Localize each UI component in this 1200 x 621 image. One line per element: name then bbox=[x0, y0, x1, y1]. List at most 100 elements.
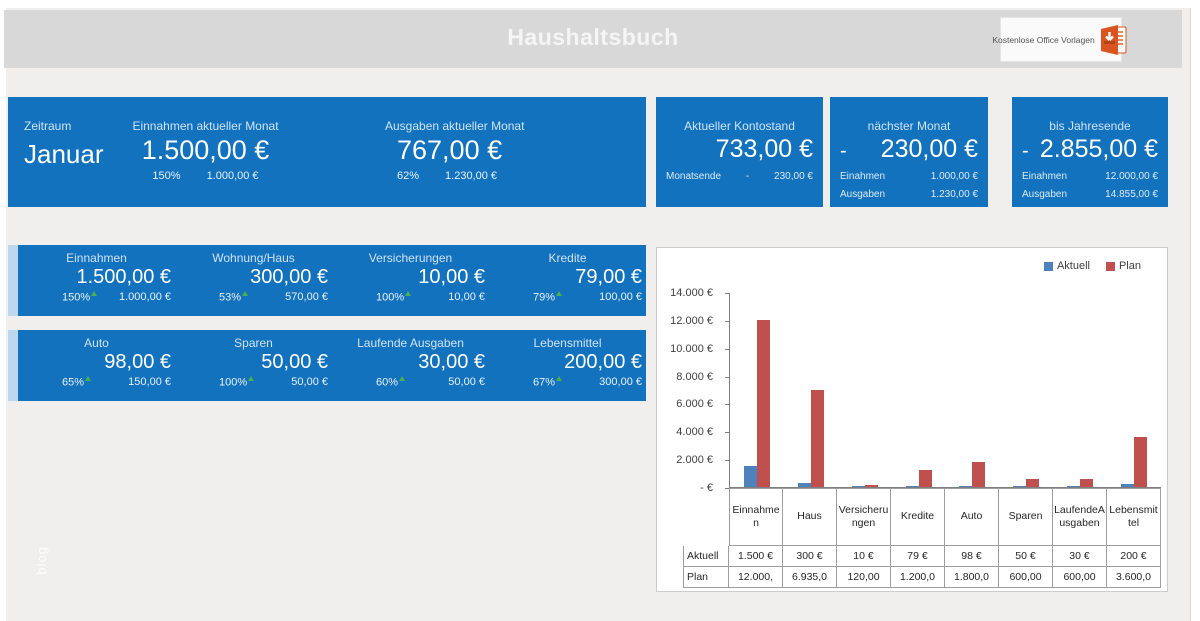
table-cell: 1.500 € bbox=[729, 546, 783, 567]
legend-item-aktuell: Aktuell bbox=[1043, 260, 1090, 272]
ausgaben-monat-value: 767,00 € bbox=[397, 135, 503, 165]
naechster-ausgaben-label: Ausgaben bbox=[840, 189, 886, 200]
bar-aktuell bbox=[905, 485, 919, 487]
table-corner bbox=[683, 488, 729, 546]
kontostand-value: 733,00 € bbox=[715, 135, 813, 163]
ausgaben-monat-plan: 1.230,00 € bbox=[445, 170, 498, 182]
categories-panel-1: Einnahmen 1.500,00 € 150% 1.000,00 € Wohn… bbox=[8, 245, 646, 316]
category-einnahmen: Einnahmen 1.500,00 € 150% 1.000,00 € bbox=[18, 245, 175, 316]
category-label: Versicherungen bbox=[368, 251, 453, 265]
ausgaben-monat-label: Ausgaben aktueller Monat bbox=[385, 119, 525, 133]
category-value: 30,00 € bbox=[418, 351, 485, 373]
y-tick-mark bbox=[725, 376, 729, 378]
category-percent: 100% bbox=[376, 291, 412, 304]
bar-group-sparen bbox=[999, 293, 1053, 487]
header-bar: Haushaltsbuch Kostenlose Office Vorlagen bbox=[4, 10, 1182, 68]
jahresende-ausgaben-value: 14.855,00 € bbox=[1105, 189, 1158, 200]
budget-bar-chart: Aktuell Plan - € 2.000 € 4.000 € 6.000 € 8.0… bbox=[656, 247, 1168, 592]
table-header-kredite: Kredite bbox=[891, 488, 945, 546]
zeitraum-value: Januar bbox=[24, 139, 104, 169]
naechster-monat-label: nächster Monat bbox=[867, 119, 951, 133]
naechster-monat-value: 230,00 € bbox=[880, 135, 978, 163]
category-sparen: Sparen 50,00 € 100% 50,00 € bbox=[175, 330, 332, 401]
logo-link[interactable]: Kostenlose Office Vorlagen bbox=[992, 17, 1127, 62]
bar-plan bbox=[1026, 478, 1040, 487]
category-laufende-ausgaben: Laufende Ausgaben 30,00 € 60% 50,00 € bbox=[332, 330, 489, 401]
category-plan: 570,00 € bbox=[285, 291, 328, 303]
jahresende-value: 2.855,00 € bbox=[1039, 135, 1158, 163]
table-row-label: Aktuell bbox=[683, 546, 729, 567]
table-header-einnahmen: Einnahmen bbox=[729, 488, 783, 546]
jahresende-label: bis Jahresende bbox=[1049, 119, 1131, 133]
table-header-sparen: Sparen bbox=[999, 488, 1053, 546]
einnahmen-monat-block: Einnahmen aktueller Monat 1.500,00 € 150… bbox=[108, 97, 303, 207]
naechster-ausgaben-value: 1.230,00 € bbox=[930, 189, 978, 200]
logo-text: Kostenlose Office Vorlagen bbox=[992, 34, 1095, 45]
table-cell: 1.200,0 bbox=[891, 567, 945, 588]
y-tick-label: 8.000 € bbox=[676, 370, 713, 383]
category-percent: 150% bbox=[62, 291, 98, 304]
category-percent: 67% bbox=[533, 376, 563, 389]
bar-aktuell bbox=[959, 485, 973, 487]
table-header-laufendeausgaben: LaufendeAusgaben bbox=[1053, 488, 1107, 546]
table-cell: 12.000, bbox=[729, 567, 783, 588]
bar-aktuell bbox=[1013, 486, 1027, 487]
bar-group-kredite bbox=[892, 293, 946, 487]
category-label: Kredite bbox=[548, 251, 587, 265]
einnahmen-monat-percent: 150% bbox=[152, 170, 181, 182]
office-download-icon bbox=[1100, 24, 1130, 56]
up-indicator-icon bbox=[248, 376, 255, 381]
y-tick-mark bbox=[725, 404, 729, 406]
category-plan: 100,00 € bbox=[599, 291, 642, 303]
legend-label: Aktuell bbox=[1056, 260, 1090, 272]
einnahmen-monat-value: 1.500,00 € bbox=[141, 135, 270, 165]
table-cell: 79 € bbox=[891, 546, 945, 567]
y-tick-label: 4.000 € bbox=[676, 426, 713, 439]
category-value: 50,00 € bbox=[261, 351, 328, 373]
table-row-label: Plan bbox=[683, 567, 729, 588]
up-indicator-icon bbox=[405, 291, 412, 296]
bar-plan bbox=[918, 470, 932, 487]
category-plan: 1.000,00 € bbox=[119, 291, 171, 303]
category-percent: 100% bbox=[219, 376, 255, 389]
table-header-versicherungen: Versicherungen bbox=[837, 488, 891, 546]
legend-label: Plan bbox=[1118, 260, 1141, 272]
jahresende-sign: - bbox=[1022, 140, 1029, 162]
category-value: 200,00 € bbox=[564, 351, 642, 373]
category-auto: Auto 98,00 € 65% 150,00 € bbox=[18, 330, 175, 401]
bar-plan bbox=[810, 390, 824, 487]
y-tick-label: 6.000 € bbox=[676, 398, 713, 411]
table-cell: 1.800,0 bbox=[945, 567, 999, 588]
bar-group-haus bbox=[784, 293, 838, 487]
aktuell-swatch-icon bbox=[1043, 261, 1053, 271]
bar-aktuell bbox=[743, 466, 757, 487]
category-percent: 60% bbox=[376, 376, 406, 389]
legend-item-plan: Plan bbox=[1105, 260, 1141, 272]
panel-accent-stripe bbox=[8, 330, 18, 401]
category-label: Sparen bbox=[234, 336, 273, 350]
category-value: 10,00 € bbox=[418, 266, 485, 288]
table-cell: 600,00 bbox=[999, 567, 1053, 588]
category-label: Auto bbox=[84, 336, 109, 350]
chart-legend: Aktuell Plan bbox=[1043, 260, 1141, 272]
monatsende-sign: - bbox=[745, 171, 750, 182]
chart-y-axis: - € 2.000 € 4.000 € 6.000 € 8.000 € 10.000 € 1… bbox=[657, 287, 719, 494]
up-indicator-icon bbox=[85, 376, 92, 381]
category-percent: 65% bbox=[62, 376, 92, 389]
zeitraum-label: Zeitraum bbox=[24, 119, 72, 133]
bar-aktuell bbox=[1121, 484, 1135, 487]
category-kredite: Kredite 79,00 € 79% 100,00 € bbox=[489, 245, 646, 316]
up-indicator-icon bbox=[399, 376, 406, 381]
category-label: Laufende Ausgaben bbox=[357, 336, 464, 350]
jahresende-panel: bis Jahresende - 2.855,00 € Einahmen 12.… bbox=[1012, 97, 1168, 207]
naechster-monat-sign: - bbox=[840, 140, 847, 162]
kontostand-label: Aktueller Kontostand bbox=[684, 119, 795, 133]
category-value: 98,00 € bbox=[104, 351, 171, 373]
category-plan: 50,00 € bbox=[291, 376, 328, 388]
table-cell: 30 € bbox=[1053, 546, 1107, 567]
monatsende-label: Monatsende bbox=[666, 171, 722, 182]
jahresende-einnahmen-value: 12.000,00 € bbox=[1105, 171, 1158, 182]
category-value: 300,00 € bbox=[250, 266, 328, 288]
naechster-einnahmen-value: 1.000,00 € bbox=[930, 171, 978, 182]
y-tick-label: - € bbox=[700, 482, 713, 494]
